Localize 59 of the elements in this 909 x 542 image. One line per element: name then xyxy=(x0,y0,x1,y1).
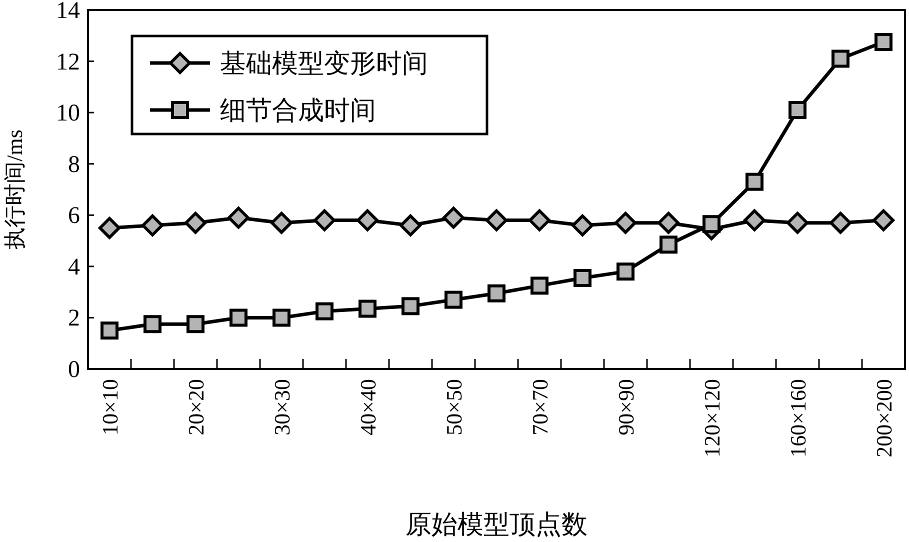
y-tick-label: 8 xyxy=(68,152,80,178)
x-tick-label: 50×50 xyxy=(442,379,466,436)
point xyxy=(142,214,164,236)
x-tick-label: 200×200 xyxy=(872,379,896,458)
point xyxy=(486,209,508,232)
y-tick-label: 12 xyxy=(56,49,80,76)
y-tick-label: 0 xyxy=(68,357,80,383)
x-tick-label: 20×20 xyxy=(184,379,208,436)
point xyxy=(184,212,206,234)
x-tick-label: 30×30 xyxy=(270,379,294,436)
point xyxy=(270,212,292,234)
y-tick-label: 2 xyxy=(68,306,80,332)
point xyxy=(660,236,678,254)
y-tick-label: 4 xyxy=(68,254,80,280)
y-tick-label: 6 xyxy=(68,203,80,230)
point xyxy=(402,297,420,316)
point xyxy=(832,50,850,68)
point xyxy=(442,206,464,229)
legend-label: 基础模型变形时间 xyxy=(220,49,428,78)
point xyxy=(444,290,462,309)
point xyxy=(788,101,806,120)
point xyxy=(786,212,808,234)
point xyxy=(528,209,550,232)
point xyxy=(702,215,720,234)
point xyxy=(100,322,118,340)
y-axis-title: 执行时间/ms xyxy=(2,130,27,250)
point xyxy=(272,308,290,327)
x-axis-title: 原始模型顶点数 xyxy=(406,510,588,539)
x-tick-label: 160×160 xyxy=(786,379,810,458)
legend-label: 细节合成时间 xyxy=(220,96,376,125)
point xyxy=(488,284,506,302)
point xyxy=(358,300,376,318)
point xyxy=(98,216,120,239)
x-tick-label: 90×90 xyxy=(614,379,638,436)
point xyxy=(872,209,894,232)
point xyxy=(316,302,334,320)
point xyxy=(574,268,592,287)
y-tick-label: 10 xyxy=(56,100,80,127)
point xyxy=(314,209,336,232)
point xyxy=(616,262,634,281)
point xyxy=(874,33,892,52)
point xyxy=(658,212,680,234)
x-tick-label: 70×70 xyxy=(528,379,552,436)
x-tick-label: 40×40 xyxy=(356,379,380,436)
point xyxy=(746,172,764,191)
point xyxy=(572,214,594,236)
x-tick-label: 120×120 xyxy=(700,379,724,458)
point xyxy=(830,212,852,234)
point xyxy=(356,209,378,232)
point xyxy=(228,206,250,229)
x-tick-label: 10×10 xyxy=(98,379,122,436)
point xyxy=(186,315,204,334)
y-tick-label: 14 xyxy=(56,0,80,24)
point xyxy=(744,209,766,232)
point xyxy=(144,315,162,334)
point xyxy=(614,212,636,234)
point xyxy=(400,214,422,236)
point xyxy=(530,276,548,295)
point xyxy=(230,308,248,327)
